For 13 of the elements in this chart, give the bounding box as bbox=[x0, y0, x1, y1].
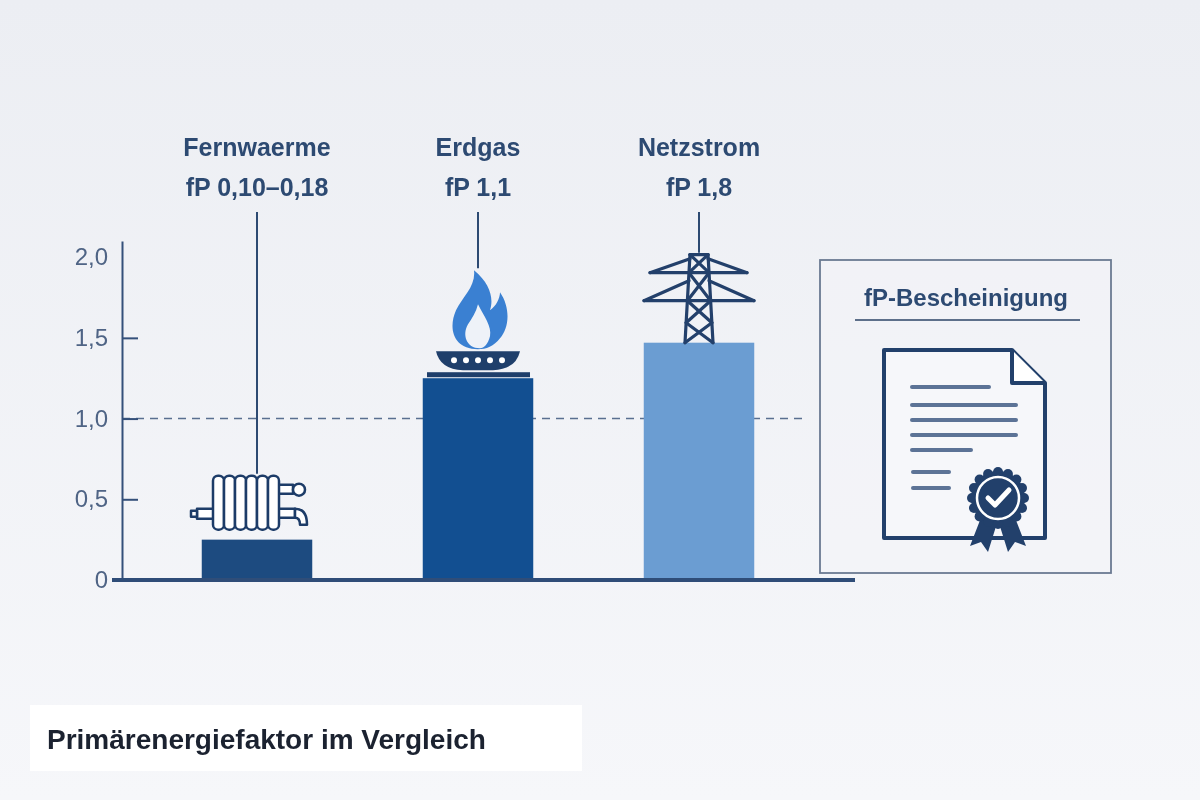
annotation: fP 0,10–0,18 bbox=[185, 173, 329, 201]
y-tick-label: 2,0 bbox=[74, 243, 108, 271]
x-tick-label: Fernwaerme bbox=[183, 133, 331, 161]
y-tick-label: 0,5 bbox=[74, 485, 108, 513]
annotation: fP 1,1 bbox=[444, 173, 512, 201]
x-tick-label: Erdgas bbox=[435, 133, 521, 161]
text: fP-Bescheinigung bbox=[863, 284, 1069, 311]
y-tick-label: 1,0 bbox=[74, 404, 108, 432]
text: Primärenergiefaktor im Vergleich bbox=[47, 724, 486, 755]
y-tick-label: 0 bbox=[94, 566, 108, 594]
y-tick-label: 1,5 bbox=[74, 324, 108, 352]
annotation: fP 1,8 bbox=[665, 173, 733, 201]
x-tick-label: Netzstrom bbox=[637, 133, 761, 161]
